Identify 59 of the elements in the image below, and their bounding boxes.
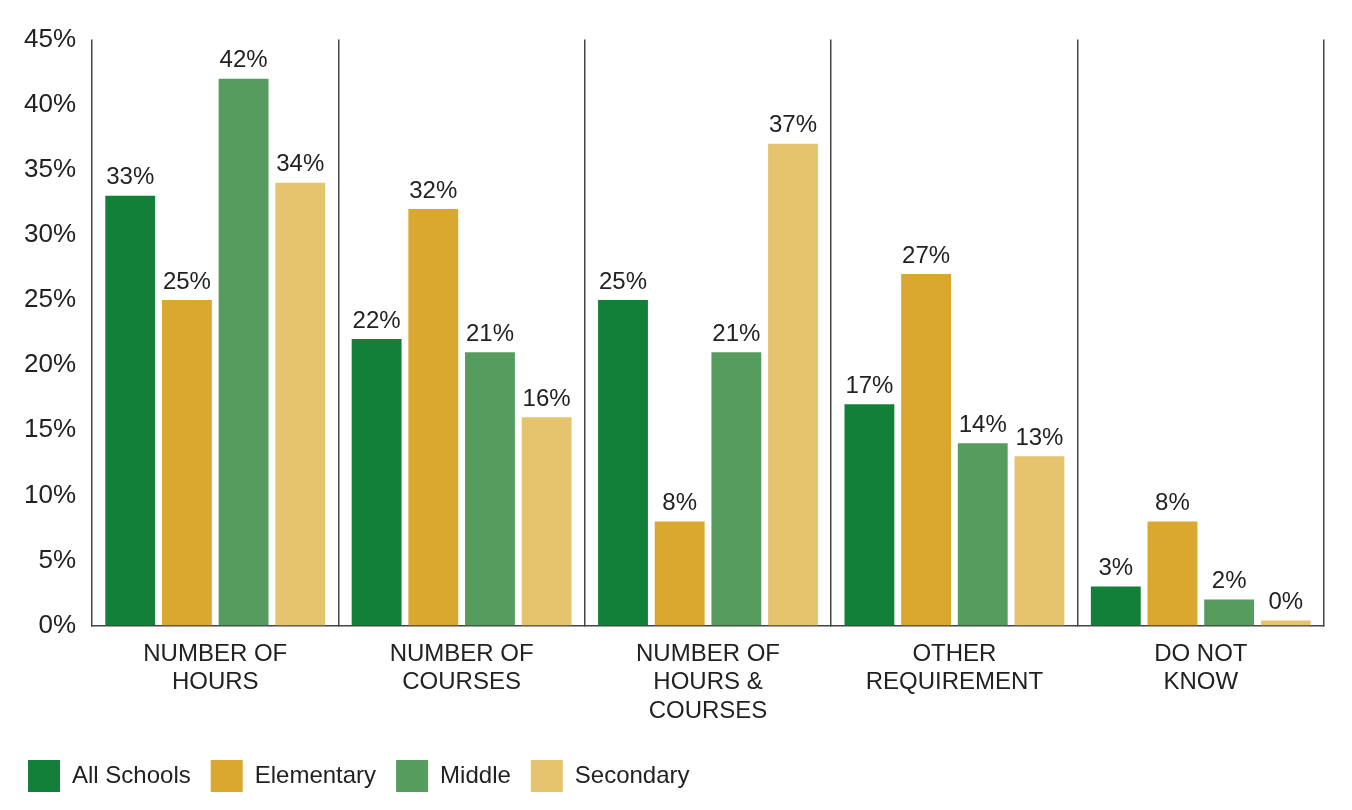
data-label: 8% [1155, 488, 1190, 516]
data-label: 25% [598, 266, 648, 294]
data-label: 16% [522, 383, 571, 411]
bar [218, 78, 269, 626]
data-label: 42% [219, 45, 268, 73]
data-label: 0% [1268, 587, 1304, 615]
bar [161, 300, 212, 626]
bar [654, 521, 705, 626]
data-label: 33% [106, 162, 155, 190]
bar [1204, 599, 1255, 626]
bar [1014, 456, 1065, 626]
bar [844, 404, 895, 626]
data-label: 34% [276, 149, 325, 177]
bar [351, 339, 402, 626]
data-label: 21% [465, 318, 514, 346]
x-tick-label: DO NOT KNOW [1154, 638, 1248, 695]
y-tick-label: 15% [23, 413, 77, 444]
data-label: 13% [1015, 422, 1064, 450]
x-tick-label: NUMBER OF COURSES [389, 638, 534, 695]
data-label: 25% [162, 266, 211, 294]
data-label: 37% [769, 110, 818, 138]
bar [957, 443, 1008, 626]
legend-label: Middle [440, 760, 511, 788]
data-label: 32% [409, 175, 458, 203]
bar [465, 352, 515, 626]
x-tick-label: OTHER REQUIREMENT [865, 638, 1044, 695]
bar [105, 195, 156, 626]
data-label: 17% [845, 370, 894, 398]
bar [1090, 586, 1141, 626]
legend-label: Secondary [574, 760, 690, 788]
bar [711, 352, 762, 626]
bar [768, 143, 818, 626]
bar [901, 274, 952, 626]
bar [408, 208, 459, 626]
bar [275, 182, 326, 626]
data-label: 27% [902, 240, 951, 268]
y-tick-label: 0% [38, 608, 77, 639]
y-tick-label: 5% [38, 543, 77, 574]
y-tick-label: 40% [23, 87, 77, 118]
bar [598, 300, 648, 626]
y-tick-label: 35% [23, 152, 77, 183]
bar [1260, 620, 1311, 626]
x-tick-label: NUMBER OF HOURS [143, 638, 288, 695]
y-tick-label: 25% [23, 283, 77, 314]
bar [1147, 521, 1198, 626]
y-tick-label: 20% [23, 348, 77, 379]
bar [521, 417, 572, 626]
y-tick-label: 30% [23, 218, 77, 249]
legend-label: Elementary [254, 760, 377, 788]
data-label: 21% [712, 318, 761, 346]
data-label: 2% [1211, 566, 1247, 594]
data-label: 14% [958, 409, 1007, 437]
legend-label: All Schools [72, 760, 191, 788]
x-tick-label: NUMBER OF HOURS & COURSES [636, 638, 781, 724]
y-tick-label: 10% [23, 478, 77, 509]
y-tick-label: 45% [23, 22, 77, 53]
data-label: 8% [662, 488, 698, 516]
data-label: 22% [352, 305, 401, 333]
data-label: 3% [1098, 553, 1134, 581]
